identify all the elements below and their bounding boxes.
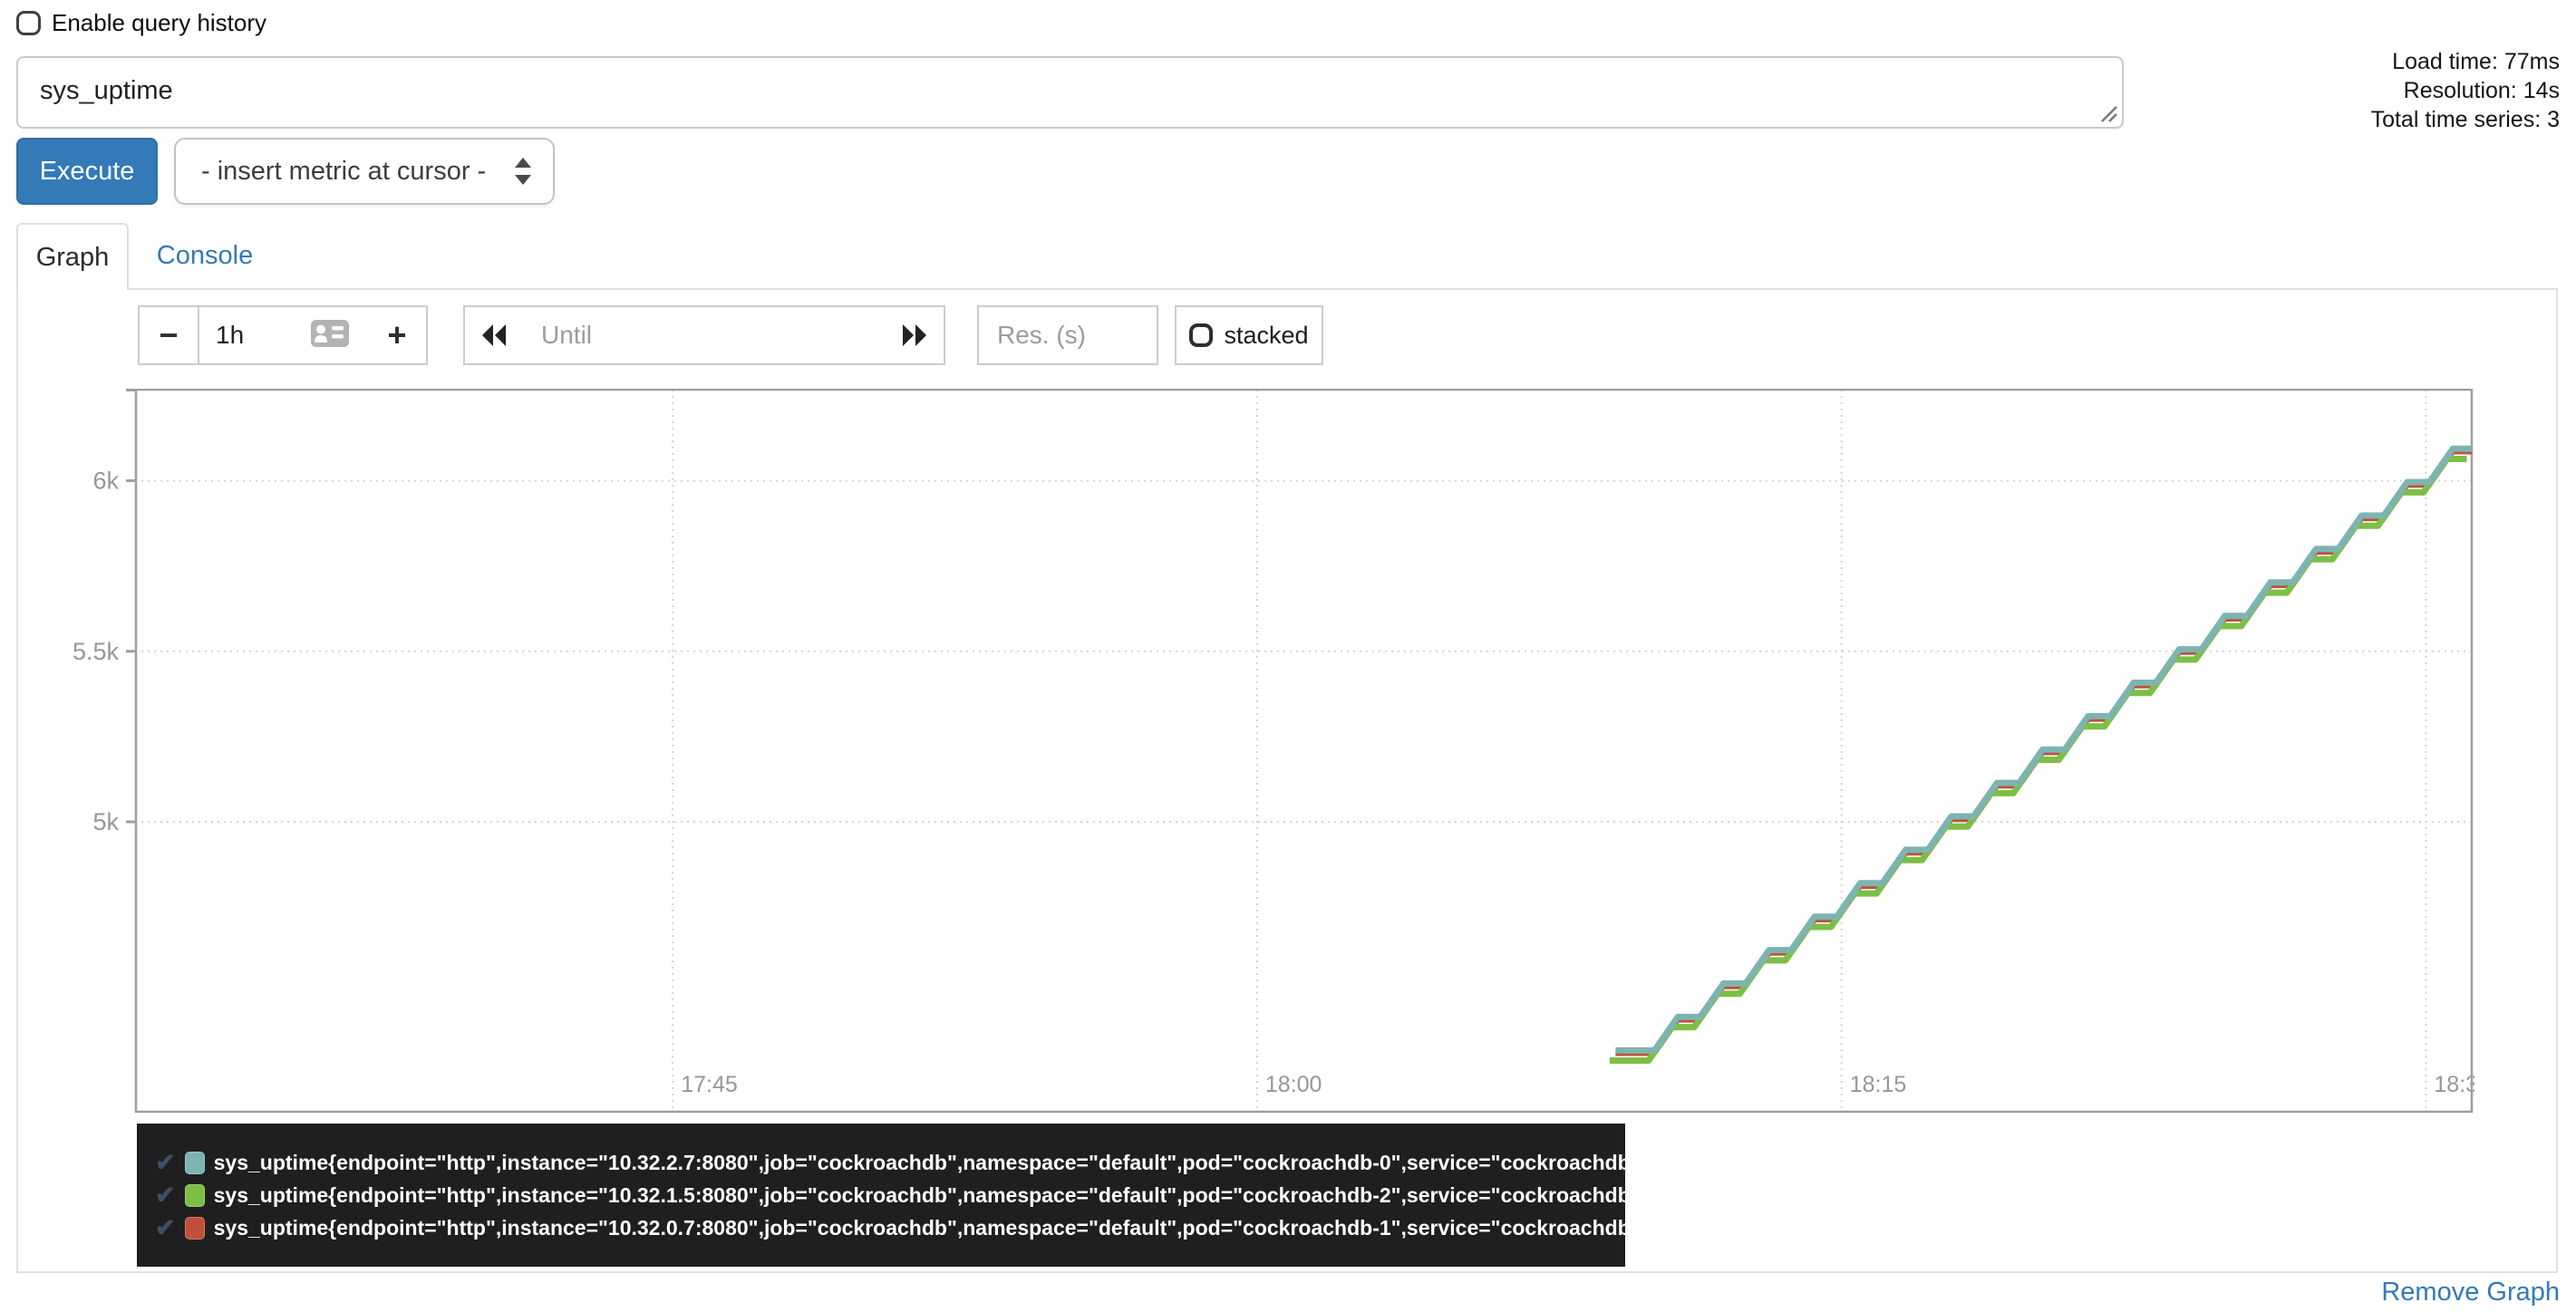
insert-metric-dropdown-value: - insert metric at cursor - — [201, 156, 487, 186]
fast-forward-icon — [903, 324, 926, 346]
svg-text:18:15: 18:15 — [1850, 1072, 1907, 1097]
total-series-stat: Total time series: 3 — [2370, 107, 2560, 132]
legend-color-swatch[interactable] — [184, 1216, 205, 1240]
svg-text:18:00: 18:00 — [1265, 1072, 1322, 1097]
chart-legend: ✔ sys_uptime{endpoint="http",instance="10… — [137, 1124, 1649, 1267]
series-line[interactable] — [1615, 445, 2472, 1054]
enable-query-history-label: Enable query history — [52, 9, 267, 36]
tab-console-label: Console — [156, 240, 254, 270]
range-input[interactable] — [216, 321, 310, 350]
insert-metric-dropdown[interactable]: - insert metric at cursor - — [174, 138, 555, 205]
svg-text:18:30: 18:30 — [2434, 1072, 2474, 1097]
query-stats: Load time: 77ms Resolution: 14s Total ti… — [2371, 47, 2560, 134]
until-input[interactable] — [523, 307, 886, 363]
shrink-range-button[interactable]: − — [140, 307, 198, 363]
autofill-contact-card-icon[interactable] — [310, 319, 350, 352]
svg-text:5.5k: 5.5k — [73, 638, 120, 665]
tab-console[interactable]: Console — [141, 223, 268, 288]
select-arrows-icon — [515, 158, 531, 185]
legend-row[interactable]: ✔ sys_uptime{endpoint="http",instance="10… — [155, 1146, 1649, 1179]
legend-check-icon[interactable]: ✔ — [155, 1213, 176, 1241]
legend-check-icon[interactable]: ✔ — [155, 1181, 176, 1209]
svg-text:17:45: 17:45 — [681, 1072, 738, 1097]
graph-tab-panel — [16, 288, 2558, 1273]
remove-graph-link[interactable]: Remove Graph — [2381, 1278, 2560, 1307]
svg-text:5k: 5k — [92, 808, 119, 835]
rewind-icon — [482, 324, 506, 346]
legend-color-swatch[interactable] — [184, 1183, 205, 1207]
enable-query-history-checkbox[interactable] — [16, 11, 41, 35]
query-input-wrap: sys_uptime — [16, 56, 2124, 129]
load-time-stat: Load time: 77ms — [2392, 49, 2560, 74]
resolution-stat: Resolution: 14s — [2403, 78, 2560, 103]
legend-color-swatch[interactable] — [184, 1151, 205, 1174]
grow-range-button[interactable]: + — [368, 307, 426, 363]
query-history-row: Enable query history — [16, 9, 266, 37]
uptime-line-chart[interactable]: 5k 5.5k 6k 17:45 18:00 18:15 18:30 — [54, 389, 2474, 1114]
tab-graph-label: Graph — [35, 242, 110, 272]
svg-text:6k: 6k — [92, 468, 119, 495]
legend-series-label[interactable]: sys_uptime{endpoint="http",instance="10.… — [213, 1150, 1649, 1174]
stacked-checkbox[interactable] — [1189, 323, 1214, 347]
legend-check-icon[interactable]: ✔ — [155, 1148, 176, 1176]
resolution-control-group — [977, 305, 1158, 365]
legend-row[interactable]: ✔ sys_uptime{endpoint="http",instance="10… — [155, 1179, 1649, 1211]
legend-row[interactable]: ✔ sys_uptime{endpoint="http",instance="10… — [155, 1211, 1649, 1244]
tab-graph[interactable]: Graph — [16, 223, 129, 290]
execute-button[interactable]: Execute — [16, 138, 158, 205]
query-expression-input[interactable]: sys_uptime — [16, 56, 2124, 129]
range-control-group: − + — [138, 305, 428, 365]
forward-time-button[interactable] — [886, 307, 944, 363]
range-input-cell — [198, 307, 368, 363]
legend-series-label[interactable]: sys_uptime{endpoint="http",instance="10.… — [213, 1215, 1649, 1240]
stacked-label: stacked — [1224, 321, 1309, 349]
series-line[interactable] — [1609, 456, 2467, 1064]
until-control-group — [463, 305, 945, 365]
resolution-input[interactable] — [979, 307, 1157, 363]
legend-series-label[interactable]: sys_uptime{endpoint="http",instance="10.… — [213, 1182, 1649, 1207]
stacked-control-group: stacked — [1175, 305, 1323, 365]
rewind-time-button[interactable] — [465, 307, 523, 363]
